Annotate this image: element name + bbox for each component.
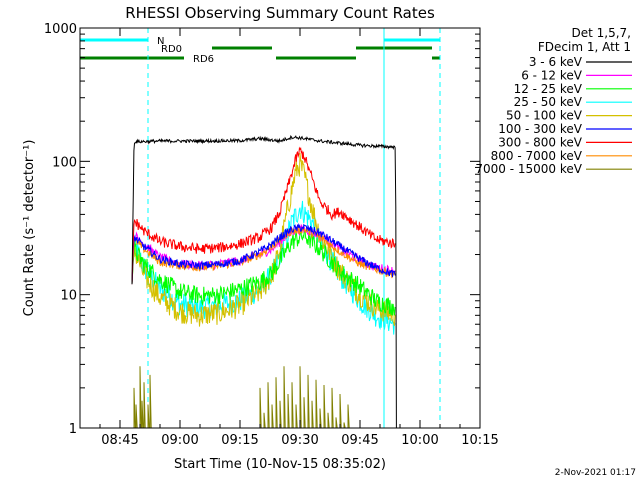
legend-label-6: 300 - 800 keV: [498, 135, 582, 149]
series-line-6: [131, 146, 396, 285]
date-stamp: 2-Nov-2021 01:17: [555, 468, 636, 478]
y-axis-ticks: 1 10 100 1000: [44, 22, 480, 437]
series-line-2: [131, 226, 396, 316]
legend-label-8: 7000 - 15000 keV: [475, 162, 582, 176]
x-tick-label-4: 09:45: [341, 433, 378, 448]
x-tick-label-3: 09:30: [281, 433, 318, 448]
series-line-5: [131, 223, 396, 285]
legend-label-2: 12 - 25 keV: [514, 82, 583, 96]
x-tick-label-2: 09:15: [221, 433, 258, 448]
legend-label-3: 25 - 50 keV: [514, 95, 583, 109]
x-tick-label-6: 10:15: [461, 433, 498, 448]
y-tick-label-2: 100: [52, 155, 77, 170]
series-line-8: [132, 366, 354, 429]
x-axis-ticks: 08:45 09:00 09:15 09:30 09:45 10:00 10:15: [79, 28, 499, 448]
x-tick-label-1: 09:00: [161, 433, 198, 448]
legend-label-1: 6 - 12 keV: [521, 68, 583, 82]
x-axis-label: Start Time (10-Nov-15 08:35:02): [174, 457, 386, 472]
y-tick-label-1: 10: [60, 289, 77, 304]
flag-rd0-label: RD0: [161, 44, 182, 55]
x-tick-label-5: 10:00: [401, 433, 438, 448]
legend-header-line-2: FDecim 1, Att 1: [538, 40, 631, 54]
flag-n-label: N: [157, 36, 164, 47]
flag-rd6-label: RD6: [193, 54, 214, 65]
legend-label-5: 100 - 300 keV: [498, 122, 582, 136]
series-line-4: [131, 153, 396, 327]
chart-title: RHESSI Observing Summary Count Rates: [125, 4, 435, 22]
series-line-0: [131, 134, 397, 429]
y-tick-label-0: 1: [69, 422, 77, 437]
legend-label-7: 800 - 7000 keV: [491, 149, 583, 163]
series-lines: [131, 134, 397, 429]
legend-label-4: 50 - 100 keV: [506, 109, 583, 123]
y-tick-label-3: 1000: [44, 22, 77, 37]
y-axis-label: Count Rate (s⁻¹ detector⁻¹): [22, 140, 37, 317]
legend-header-line-1: Det 1,5,7,: [572, 26, 632, 40]
legend-label-0: 3 - 6 keV: [529, 55, 583, 69]
x-tick-label-0: 08:45: [101, 433, 138, 448]
